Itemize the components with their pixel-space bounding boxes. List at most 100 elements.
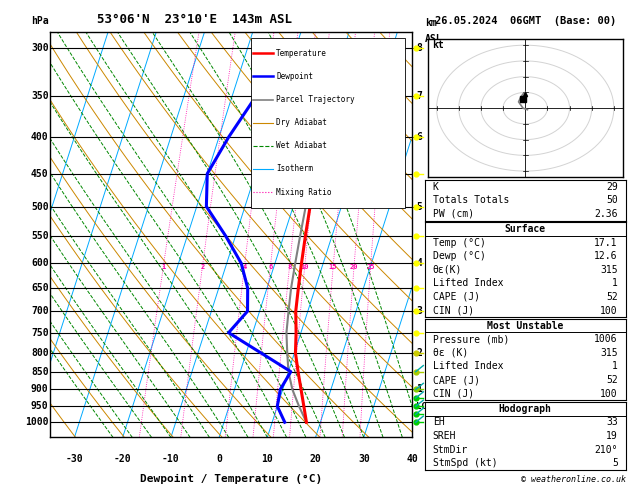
Text: StmDir: StmDir: [433, 445, 468, 454]
Text: 950: 950: [31, 401, 48, 411]
Text: Pressure (mb): Pressure (mb): [433, 334, 509, 344]
Text: EH: EH: [433, 417, 444, 427]
Text: 2: 2: [432, 348, 437, 357]
Text: 10: 10: [300, 264, 309, 270]
Text: 650: 650: [31, 283, 48, 293]
Text: kt: kt: [432, 40, 444, 51]
Text: CAPE (J): CAPE (J): [433, 292, 480, 302]
Text: Dry Adiabat: Dry Adiabat: [276, 118, 327, 127]
Text: 17.1: 17.1: [594, 238, 618, 247]
Text: 2: 2: [200, 264, 204, 270]
Text: 3: 3: [416, 306, 422, 316]
Text: 1: 1: [432, 385, 437, 394]
Text: Isotherm: Isotherm: [276, 164, 313, 174]
Text: 40: 40: [406, 453, 418, 464]
Text: 1: 1: [612, 362, 618, 371]
Text: 4: 4: [432, 288, 437, 297]
Text: 25: 25: [366, 264, 375, 270]
Text: Mixing Ratio: Mixing Ratio: [276, 188, 332, 197]
Text: 1: 1: [612, 278, 618, 288]
Text: 8: 8: [416, 43, 422, 52]
Text: © weatheronline.co.uk: © weatheronline.co.uk: [521, 474, 626, 484]
Text: hPa: hPa: [31, 16, 48, 25]
Text: StmSpd (kt): StmSpd (kt): [433, 458, 498, 468]
Text: K: K: [433, 182, 438, 191]
Text: -30: -30: [65, 453, 83, 464]
Text: 20: 20: [309, 453, 321, 464]
Text: 7: 7: [416, 90, 422, 101]
Text: 50: 50: [606, 195, 618, 205]
Text: 100: 100: [600, 306, 618, 315]
Text: 350: 350: [31, 90, 48, 101]
Text: Mixing Ratio (g/kg): Mixing Ratio (g/kg): [443, 187, 453, 282]
Text: 5: 5: [432, 259, 437, 268]
Text: 8: 8: [287, 264, 291, 270]
Text: 210°: 210°: [594, 445, 618, 454]
Text: 100: 100: [600, 389, 618, 399]
Text: 315: 315: [600, 348, 618, 358]
Text: 3: 3: [432, 320, 437, 329]
Text: Wet Adiabat: Wet Adiabat: [276, 141, 327, 150]
Text: 450: 450: [31, 169, 48, 179]
Text: 6: 6: [416, 132, 422, 142]
Text: 600: 600: [31, 258, 48, 268]
Text: 700: 700: [31, 306, 48, 316]
Text: -20: -20: [114, 453, 131, 464]
Text: θε(K): θε(K): [433, 265, 462, 275]
Text: 1: 1: [416, 384, 422, 395]
Text: 850: 850: [31, 366, 48, 377]
Text: 12.6: 12.6: [594, 251, 618, 261]
Text: Hodograph: Hodograph: [499, 404, 552, 414]
Text: Temperature: Temperature: [276, 49, 327, 58]
Text: 5: 5: [416, 202, 422, 211]
Text: 315: 315: [600, 265, 618, 275]
Text: 500: 500: [31, 202, 48, 211]
Text: 53°06'N  23°10'E  143m ASL: 53°06'N 23°10'E 143m ASL: [97, 13, 292, 25]
Bar: [251, 38, 405, 208]
Text: Surface: Surface: [504, 224, 546, 234]
Text: Lifted Index: Lifted Index: [433, 278, 503, 288]
Text: Dewpoint: Dewpoint: [276, 72, 313, 81]
Text: PW (cm): PW (cm): [433, 209, 474, 219]
Text: Parcel Trajectory: Parcel Trajectory: [276, 95, 355, 104]
Text: LCL: LCL: [416, 402, 433, 411]
Text: 1006: 1006: [594, 334, 618, 344]
Text: -10: -10: [162, 453, 180, 464]
Text: 2: 2: [416, 348, 422, 358]
Text: 750: 750: [31, 328, 48, 338]
Text: CIN (J): CIN (J): [433, 389, 474, 399]
Text: 30: 30: [358, 453, 370, 464]
Text: 15: 15: [329, 264, 337, 270]
Text: θε (K): θε (K): [433, 348, 468, 358]
Text: CAPE (J): CAPE (J): [433, 375, 480, 385]
Text: Dewpoint / Temperature (°C): Dewpoint / Temperature (°C): [140, 474, 322, 484]
Text: 300: 300: [31, 43, 48, 52]
Text: 1000: 1000: [25, 417, 48, 427]
Text: 0: 0: [216, 453, 222, 464]
Text: SREH: SREH: [433, 431, 456, 441]
Text: 5: 5: [612, 458, 618, 468]
Text: Totals Totals: Totals Totals: [433, 195, 509, 205]
Text: 4: 4: [416, 258, 422, 268]
Text: 400: 400: [31, 132, 48, 142]
Text: Temp (°C): Temp (°C): [433, 238, 486, 247]
Text: CIN (J): CIN (J): [433, 306, 474, 315]
Text: km: km: [425, 17, 437, 28]
Text: 6: 6: [268, 264, 272, 270]
Text: Most Unstable: Most Unstable: [487, 321, 564, 330]
Text: 52: 52: [606, 375, 618, 385]
Text: 29: 29: [606, 182, 618, 191]
Text: 10: 10: [262, 453, 273, 464]
Text: 550: 550: [31, 231, 48, 241]
Text: 800: 800: [31, 348, 48, 358]
Text: 52: 52: [606, 292, 618, 302]
Text: 2.36: 2.36: [594, 209, 618, 219]
Text: 26.05.2024  06GMT  (Base: 00): 26.05.2024 06GMT (Base: 00): [435, 16, 616, 25]
Text: 33: 33: [606, 417, 618, 427]
Text: Lifted Index: Lifted Index: [433, 362, 503, 371]
Text: 1: 1: [161, 264, 165, 270]
Text: ASL: ASL: [425, 34, 442, 44]
Text: 900: 900: [31, 384, 48, 395]
Text: 19: 19: [606, 431, 618, 441]
Text: 4: 4: [242, 264, 247, 270]
